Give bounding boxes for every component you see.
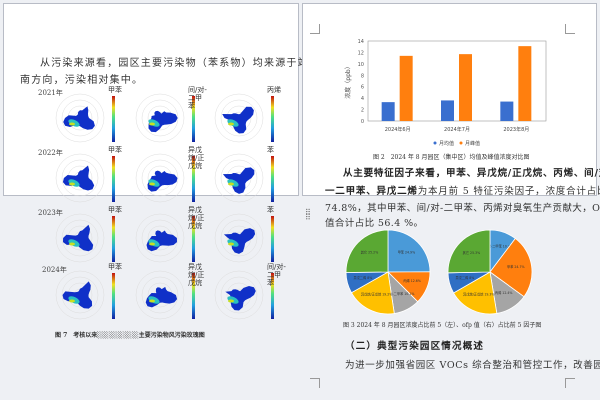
right-page bbox=[302, 3, 597, 196]
pie-slice-label: 异戊烷/正戊烷 19.3% bbox=[463, 292, 494, 297]
paragraph-line4: 值合计占比 56.4 %。 bbox=[325, 218, 424, 229]
y-tick-label: 8 bbox=[361, 73, 364, 79]
x-tick-label: 2024年6月 bbox=[385, 126, 411, 133]
wind-rose-plot bbox=[135, 213, 195, 263]
pie-slice-label: 其它 25.3% bbox=[463, 250, 481, 255]
y-tick-label: 6 bbox=[361, 85, 364, 91]
y-tick-label: 4 bbox=[361, 96, 364, 102]
pollutant-label: 间/对-二甲苯 bbox=[188, 86, 207, 110]
bar-月峰值 bbox=[459, 54, 472, 122]
x-tick-label: 2023年8月 bbox=[503, 126, 529, 133]
paragraph-bold-line1: 从主要特征因子来看，甲苯、异戊烷/正戊烷、丙烯、间/对 bbox=[343, 168, 600, 179]
bar-月峰值 bbox=[399, 55, 413, 121]
paragraph-line2-rest: 为本月前 5 特征污染因子，浓度合计占比 bbox=[417, 186, 600, 197]
wind-rose-plot bbox=[214, 270, 274, 320]
x-tick-label: 2024年7月 bbox=[444, 126, 470, 133]
year-label: 2024年 bbox=[42, 266, 67, 274]
pie-slice bbox=[387, 229, 431, 273]
wind-rose-plot bbox=[214, 213, 274, 263]
bar-月峰值 bbox=[518, 46, 532, 122]
corner-mark bbox=[310, 378, 320, 388]
pie-slice-label: 其它 25.2% bbox=[361, 250, 379, 255]
pollutant-label: 异戊烷/正戊烷 bbox=[188, 146, 205, 170]
fig7-caption: 图 7 考核以来░░░░░░░░░主要污染物风污染玫瑰图 bbox=[55, 332, 205, 339]
plot-frame bbox=[367, 40, 547, 122]
bar-月均值 bbox=[441, 100, 454, 121]
section-heading: （二）典型污染园区情况概述 bbox=[345, 341, 485, 352]
pollutant-label: 甲苯 bbox=[108, 263, 122, 271]
pie-slice-label: 甲苯 24.9% bbox=[398, 250, 416, 255]
pollutant-label: 甲苯 bbox=[108, 206, 122, 214]
y-axis-label: 浓度（ppb） bbox=[344, 63, 352, 98]
y-tick-label: 10 bbox=[358, 62, 364, 68]
pie-slice-label: 丙烯 12.4% bbox=[495, 290, 513, 295]
bar-月均值 bbox=[500, 101, 514, 121]
pollutant-label: 丙烯 bbox=[267, 86, 281, 94]
fig2-caption: 图 2 2024 年 8 月园区（集中区）均值及峰值浓度对比图 bbox=[373, 154, 530, 161]
pie-slice bbox=[345, 229, 389, 273]
bar-月均值 bbox=[381, 102, 395, 121]
pollutant-label: 间/对-二甲苯 bbox=[267, 263, 286, 287]
year-label: 2023年 bbox=[38, 209, 63, 217]
pollutant-label: 异戊烷/正戊烷 bbox=[188, 206, 205, 230]
y-tick-label: 14 bbox=[358, 39, 364, 45]
pie-slice-label: 丙烯 12.6% bbox=[403, 278, 421, 283]
left-paragraph-line2: 南方向，污染相对集中。 bbox=[20, 75, 144, 86]
paragraph-line3: 74.8%，其中甲苯、间/对-二甲苯、丙烯对臭氧生产贡献大，OFP bbox=[325, 203, 600, 214]
corner-mark bbox=[565, 24, 575, 34]
pie-slice bbox=[489, 237, 533, 298]
legend-label: 月峰值 bbox=[465, 140, 480, 147]
paragraph-line2: 一二甲苯、异戊二烯为本月前 5 特征污染因子，浓度合计占比 bbox=[325, 183, 600, 197]
paragraph-bold-line2: 一二甲苯、异戊二烯 bbox=[325, 186, 418, 197]
legend-label: 月均值 bbox=[439, 140, 454, 147]
wind-rose-plot bbox=[55, 153, 115, 203]
pollutant-label: 甲苯 bbox=[108, 86, 122, 94]
pie-slice-label: 异戊二烯 8% bbox=[353, 275, 372, 280]
wind-rose-plot bbox=[55, 270, 115, 320]
pie-slice-label: 异戊二烯 8% bbox=[455, 275, 474, 280]
pie-slice bbox=[453, 271, 498, 315]
pollutant-label: 苯 bbox=[267, 206, 274, 214]
y-tick-label: 0 bbox=[361, 119, 364, 125]
wind-rose-plot bbox=[135, 93, 195, 143]
last-line: 为进一步加强省园区 VOCs 综合整治和管控工作，改善园区 bbox=[345, 360, 600, 371]
pie-slice-label: 甲苯 24.7% bbox=[507, 264, 525, 269]
pollutant-label: 苯 bbox=[267, 146, 274, 154]
pie-slice-label: 异戊烷/正戊烷 19.2% bbox=[361, 291, 392, 296]
legend-marker bbox=[459, 141, 463, 145]
pollutant-label: 甲苯 bbox=[108, 146, 122, 154]
wind-rose-plot bbox=[214, 153, 274, 203]
left-page bbox=[3, 3, 299, 196]
wind-rose-plot bbox=[135, 270, 195, 320]
bar-chart: 0 2 4 6 8 10 12 14 浓度（ppb） 2024年6月 2024年7月 2023年8月月… bbox=[344, 39, 547, 147]
legend-marker bbox=[433, 141, 437, 145]
wind-rose-plot bbox=[55, 213, 115, 263]
corner-mark bbox=[310, 24, 320, 34]
pie-slice-label: 间/对-二甲苯 10.1% bbox=[385, 291, 414, 296]
wind-rose-plot bbox=[55, 93, 115, 143]
pie-slice bbox=[350, 271, 395, 315]
pie-slice bbox=[447, 229, 491, 274]
pollutant-label: 异戊烷/正戊烷 bbox=[188, 263, 205, 287]
pie-charts: 甲苯 24.9%丙烯 12.6%间/对-二甲苯 10.1%异戊烷/正戊烷 19.… bbox=[345, 229, 533, 315]
left-paragraph-line1: 从污染来源看，园区主要污染物（苯系物）均来源于站点西 bbox=[40, 58, 332, 69]
corner-mark bbox=[565, 378, 575, 388]
year-label: 2021年 bbox=[38, 89, 63, 97]
year-label: 2022年 bbox=[38, 149, 63, 157]
wind-rose-plot bbox=[214, 93, 274, 143]
pie-slice-label: 间/对-二甲苯 10.3% bbox=[484, 243, 513, 248]
drag-handle-icon[interactable]: ⠿ ⠿ bbox=[305, 208, 311, 222]
fig3-caption: 图 3 2024 年 8 月园区浓度占比前 5（左）、ofp 值（右）占比前 5… bbox=[343, 322, 542, 329]
wind-rose-plot bbox=[135, 153, 195, 203]
y-tick-label: 12 bbox=[358, 50, 364, 56]
y-tick-label: 2 bbox=[361, 108, 364, 114]
